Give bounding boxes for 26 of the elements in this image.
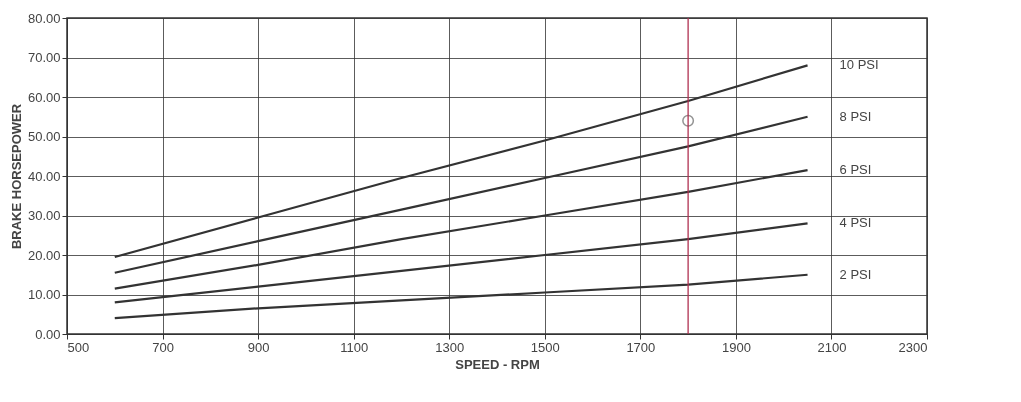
x-tick-label: 1100 [340,339,369,355]
text: 4 PSI [839,215,872,231]
text: 8 PSI [839,108,872,124]
text: 10 PSI [839,57,879,73]
y-tick-label: 0.00 [35,326,61,342]
x-tick-label: 2100 [817,339,847,355]
y-tick-label: 60.00 [27,89,61,105]
x-tick-label: 1500 [530,339,560,355]
y-tick-label: 40.00 [27,168,61,184]
x-tick-label: 2300 [898,339,928,355]
y-tick-label: 70.00 [27,50,61,65]
x-tick-label: 900 [247,339,270,355]
y-tick-label: 50.00 [27,129,61,144]
x-tick-label: 1700 [626,339,656,355]
y-tick-label: 20.00 [27,247,61,263]
y-tick-label: 10.00 [27,287,61,302]
x-axis-title: SPEED - RPM [455,356,540,372]
y-tick-label: 30.00 [27,208,61,223]
text: 6 PSI [839,162,872,178]
text: 2 PSI [839,266,872,282]
x-tick-label: 1300 [435,339,465,355]
x-tick-label: 700 [152,339,174,355]
x-tick-label: 500 [67,339,90,355]
x-tick-label: 1900 [721,339,751,355]
y-tick-label: 80.00 [27,10,61,26]
y-axis-title: BRAKE HORSEPOWER [8,103,24,250]
